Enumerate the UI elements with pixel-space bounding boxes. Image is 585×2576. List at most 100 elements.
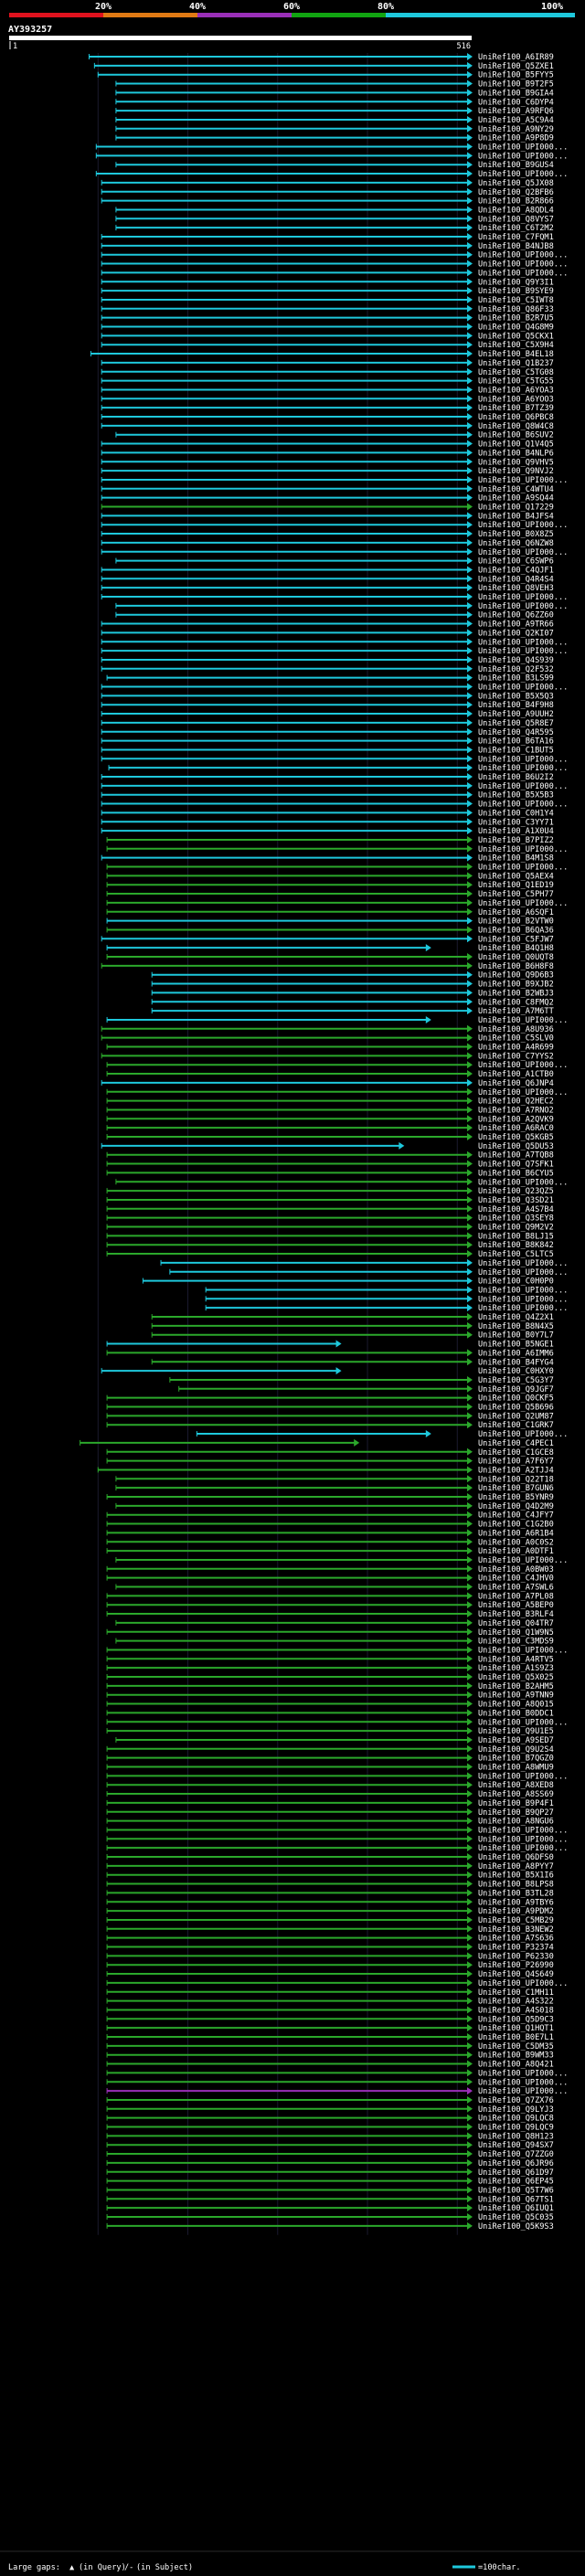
hit-label[interactable]: UniRef100_B8N4X5 [478,1322,554,1331]
hit-label[interactable]: UniRef100_Q4Z2X1 [478,1313,554,1322]
hit-row[interactable]: UniRef100_Q3SD21 [106,1195,554,1205]
hit-label[interactable]: UniRef100_B9P4F1 [478,1799,554,1808]
hit-label[interactable]: UniRef100_A8Q015 [478,1701,554,1710]
hit-row[interactable]: UniRef100_Q8H123 [106,2132,554,2141]
hit-row[interactable]: UniRef100_Q8W4C8 [101,421,554,431]
hit-label[interactable]: UniRef100_UPI000... [478,1844,568,1853]
hit-row[interactable]: UniRef100_A6YOO3 [101,395,554,404]
hit-row[interactable]: UniRef100_C4JFY7 [106,1511,554,1521]
hit-row[interactable]: UniRef100_C1BUT5 [101,746,554,755]
hit-row[interactable]: UniRef100_C0HXY0 [101,1367,554,1376]
hit-row[interactable]: UniRef100_Q1V4Q5 [101,440,554,450]
hit-row[interactable]: UniRef100_B2WBJ3 [151,989,554,998]
hit-row[interactable]: UniRef100_UPI000... [101,250,568,260]
hit-label[interactable]: UniRef100_A6YOO3 [478,395,554,404]
hit-label[interactable]: UniRef100_Q5T7W6 [478,2186,554,2195]
hit-label[interactable]: UniRef100_B3RLF4 [478,1610,554,1619]
hit-label[interactable]: UniRef100_B9XJB2 [478,981,554,990]
hit-label[interactable]: UniRef100_Q5B696 [478,1404,554,1413]
hit-row[interactable]: UniRef100_A8WMU9 [106,1763,554,1773]
hit-row[interactable]: UniRef100_Q6PBC8 [101,413,554,422]
hit-label[interactable]: UniRef100_Q0UQT8 [478,953,554,962]
hit-row[interactable]: UniRef100_B5X5Q3 [101,692,554,701]
hit-row[interactable]: UniRef100_A5BEP0 [106,1601,554,1610]
hit-row[interactable]: UniRef100_Q2F532 [101,664,554,674]
hit-label[interactable]: UniRef100_Q4S649 [478,1970,554,1979]
hit-label[interactable]: UniRef100_A8U936 [478,1025,554,1034]
hit-row[interactable]: UniRef100_UPI000... [101,755,568,764]
hit-label[interactable]: UniRef100_B9WM33 [478,2051,554,2061]
hit-label[interactable]: UniRef100_A7F6Y7 [478,1458,554,1467]
hit-label[interactable]: UniRef100_Q9Y3I1 [478,278,554,287]
hit-label[interactable]: UniRef100_UPI000... [478,800,568,810]
hit-label[interactable]: UniRef100_UPI000... [478,1979,568,1988]
hit-row[interactable]: UniRef100_A1S9Z3 [106,1664,554,1673]
hit-label[interactable]: UniRef100_Q1ED19 [478,881,554,890]
hit-label[interactable]: UniRef100_A4S7B4 [478,1205,554,1214]
hit-row[interactable]: UniRef100_UPI000... [196,1430,568,1439]
hit-label[interactable]: UniRef100_B4EL18 [478,350,554,359]
hit-row[interactable]: UniRef100_A2TJJ4 [97,1466,554,1475]
hit-label[interactable]: UniRef100_B6U2I2 [478,773,554,782]
hit-row[interactable]: UniRef100_UPI000... [106,1087,568,1097]
hit-label[interactable]: UniRef100_Q67TS1 [478,2195,554,2204]
hit-label[interactable]: UniRef100_B7PIZ2 [478,836,554,845]
hit-row[interactable]: UniRef100_Q5X025 [106,1673,554,1682]
hit-row[interactable]: UniRef100_Q4S649 [106,1970,554,1979]
hit-label[interactable]: UniRef100_A2QVK9 [478,1115,554,1124]
hit-row[interactable]: UniRef100_C4QJF1 [101,566,554,575]
hit-row[interactable]: UniRef100_UPI000... [101,260,568,270]
hit-row[interactable]: UniRef100_A1X0U4 [101,827,554,836]
hit-label[interactable]: UniRef100_Q9LQC9 [478,2124,554,2133]
hit-row[interactable]: UniRef100_B8LPS8 [106,1880,554,1890]
hit-label[interactable]: UniRef100_Q5D9C3 [478,2015,554,2024]
hit-row[interactable]: UniRef100_B3TL28 [106,1889,554,1898]
hit-row[interactable]: UniRef100_UPI000... [101,269,568,278]
hit-row[interactable]: UniRef100_B5NGE1 [106,1340,554,1350]
hit-row[interactable]: UniRef100_A2QVK9 [106,1115,554,1124]
hit-label[interactable]: UniRef100_C5SLV0 [478,1034,554,1044]
hit-label[interactable]: UniRef100_Q4R4S4 [478,575,554,584]
hit-label[interactable]: UniRef100_B6CYU5 [478,1169,554,1178]
hit-label[interactable]: UniRef100_Q5C035 [478,2213,554,2222]
hit-label[interactable]: UniRef100_B8K842 [478,1241,554,1250]
hit-label[interactable]: UniRef100_B3TL28 [478,1889,554,1898]
hit-label[interactable]: UniRef100_UPI000... [478,1286,568,1295]
hit-row[interactable]: UniRef100_C6T2M2 [115,224,554,233]
hit-label[interactable]: UniRef100_UPI000... [478,170,568,179]
hit-label[interactable]: UniRef100_C4PEC1 [478,1439,554,1448]
hit-row[interactable]: UniRef100_C5LTC5 [106,1250,554,1259]
hit-label[interactable]: UniRef100_A0BW03 [478,1565,554,1574]
hit-label[interactable]: UniRef100_UPI000... [478,143,568,153]
hit-label[interactable]: UniRef100_Q5ZXE1 [478,62,554,71]
hit-row[interactable]: UniRef100_UPI000... [106,2087,568,2096]
hit-label[interactable]: UniRef100_Q9D6B3 [478,971,554,981]
hit-label[interactable]: UniRef100_UPI000... [478,1430,568,1439]
hit-row[interactable]: UniRef100_P26990 [106,1961,554,1970]
hit-row[interactable]: UniRef100_B4Q1H8 [106,944,554,953]
hit-row[interactable]: UniRef100_B9P4F1 [106,1798,554,1808]
hit-row[interactable]: UniRef100_Q9U2S4 [106,1744,554,1754]
hit-row[interactable]: UniRef100_Q6IUQ1 [106,2204,554,2213]
hit-label[interactable]: UniRef100_UPI000... [478,864,568,873]
hit-row[interactable]: UniRef100_C4JHV0 [106,1574,554,1584]
hit-label[interactable]: UniRef100_UPI000... [478,1178,568,1187]
hit-row[interactable]: UniRef100_C6SWP6 [115,557,554,567]
hit-label[interactable]: UniRef100_UPI000... [478,1772,568,1781]
hit-row[interactable]: UniRef100_A8NGU6 [106,1817,554,1827]
hit-label[interactable]: UniRef100_A4S322 [478,1998,554,2007]
hit-row[interactable]: UniRef100_C5FJW7 [101,935,554,944]
hit-label[interactable]: UniRef100_C5PH77 [478,890,554,899]
hit-label[interactable]: UniRef100_B9QP27 [478,1808,554,1818]
hit-row[interactable]: UniRef100_UPI000... [106,1646,568,1655]
hit-row[interactable]: UniRef100_A8Q015 [106,1700,554,1710]
hit-row[interactable]: UniRef100_B4JFS4 [101,512,554,521]
hit-row[interactable]: UniRef100_Q5JX08 [101,178,554,188]
hit-row[interactable]: UniRef100_C1GCE8 [106,1447,554,1458]
hit-label[interactable]: UniRef100_Q2BFB6 [478,188,554,197]
hit-label[interactable]: UniRef100_C6DYP4 [478,98,554,107]
hit-row[interactable]: UniRef100_A8PYY7 [106,1861,554,1871]
hit-label[interactable]: UniRef100_Q1V4Q5 [478,440,554,450]
hit-label[interactable]: UniRef100_Q9VHV5 [478,458,554,467]
hit-row[interactable]: UniRef100_Q2HEC2 [106,1097,554,1107]
